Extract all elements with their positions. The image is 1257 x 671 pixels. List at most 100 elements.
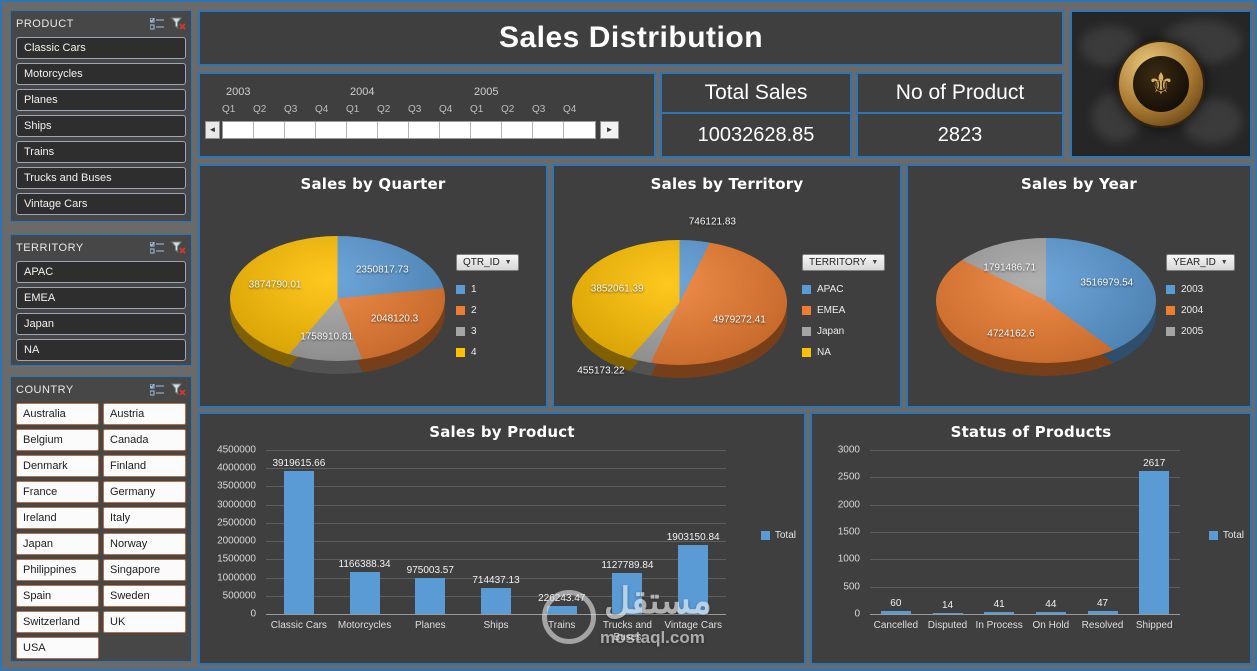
field-button-label: QTR_ID <box>463 257 500 268</box>
slicer-item-emea[interactable]: EMEA <box>16 287 186 309</box>
timeline-cell-2003-q4[interactable] <box>316 122 347 138</box>
slicer-item-trucks-and-buses[interactable]: Trucks and Buses <box>16 167 186 189</box>
country-slicer-title: COUNTRY <box>16 384 74 396</box>
gridline <box>870 559 1180 561</box>
bar-column: 1903150.84 <box>660 450 726 614</box>
legend-swatch <box>456 306 465 315</box>
legend-swatch <box>1166 285 1175 294</box>
bars: 60 14 41 44 47 2617 <box>870 450 1180 614</box>
timeline-cell-2004-q1[interactable] <box>347 122 378 138</box>
legend-swatch <box>802 285 811 294</box>
timeline-scroll-right-icon[interactable]: ► <box>600 121 619 139</box>
timeline-quarter-label: Q1 <box>346 104 360 115</box>
brand-logo: ⚜ <box>1117 40 1205 128</box>
slicer-item-japan[interactable]: Japan <box>16 313 186 335</box>
bar-value-label: 2617 <box>1143 457 1166 469</box>
pie-data-label: 3874790.01 <box>248 279 302 291</box>
x-axis-category-label: Trains <box>548 620 576 631</box>
slicer-item-belgium[interactable]: Belgium <box>16 429 99 451</box>
territory-slicer-title: TERRITORY <box>16 242 84 254</box>
slicer-item-japan[interactable]: Japan <box>16 533 99 555</box>
timeline-cell-2005-q4[interactable] <box>564 122 595 138</box>
legend-label: NA <box>817 347 831 358</box>
timeline-cell-2004-q2[interactable] <box>378 122 409 138</box>
timeline-quarter-label: Q4 <box>563 104 577 115</box>
legend-item-3: 3 <box>456 326 519 337</box>
timeline-cell-2005-q3[interactable] <box>533 122 564 138</box>
x-axis-category-label: On Hold <box>1032 620 1070 631</box>
x-axis-category-label: Resolved <box>1081 620 1124 631</box>
slicer-item-italy[interactable]: Italy <box>103 507 186 529</box>
y-axis-tick-label: 500000 <box>222 590 256 602</box>
timeline-quarters: Q1 Q2 Q3 Q4 Q1 Q2 Q3 Q4 Q1 Q2 Q3 Q4 <box>222 104 594 115</box>
territory-field-button[interactable]: TERRITORY ▼ <box>802 254 886 271</box>
year-id-field-button[interactable]: YEAR_ID ▼ <box>1166 254 1235 271</box>
timeline-cell-2004-q3[interactable] <box>409 122 440 138</box>
slicer-item-uk[interactable]: UK <box>103 611 186 633</box>
slicer-item-planes[interactable]: Planes <box>16 89 186 111</box>
legend-label: APAC <box>817 284 844 295</box>
pie-data-label: 455173.22 <box>577 365 625 377</box>
gridline <box>266 504 726 506</box>
slicer-item-ireland[interactable]: Ireland <box>16 507 99 529</box>
product-slicer-header: PRODUCT <box>16 14 186 34</box>
slicer-item-denmark[interactable]: Denmark <box>16 455 99 477</box>
sales-by-product-chart: 0 500000 1000000 1500000 2000000 2500000 30000… <box>200 414 804 663</box>
bar-column: 44 <box>1025 450 1077 614</box>
gridline <box>266 559 726 561</box>
timeline-cell-2004-q4[interactable] <box>440 122 471 138</box>
x-axis-category-label: Classic Cars <box>270 620 327 631</box>
slicer-item-na[interactable]: NA <box>16 339 186 361</box>
x-axis-category-label: Planes <box>415 620 446 631</box>
slicer-item-germany[interactable]: Germany <box>103 481 186 503</box>
y-axis-tick-label: 4500000 <box>217 444 256 456</box>
slicer-item-spain[interactable]: Spain <box>16 585 99 607</box>
slicer-item-norway[interactable]: Norway <box>103 533 186 555</box>
x-axis-category-label: Vintage Cars <box>664 620 722 631</box>
bar-column: 60 <box>870 450 922 614</box>
slicer-item-ships[interactable]: Ships <box>16 115 186 137</box>
timeline-cell-2003-q3[interactable] <box>285 122 316 138</box>
clear-filter-icon[interactable] <box>170 17 186 32</box>
slicer-item-apac[interactable]: APAC <box>16 261 186 283</box>
timeline-cell-2003-q2[interactable] <box>254 122 285 138</box>
legend-label: 2005 <box>1181 326 1204 337</box>
timeline-cell-2003-q1[interactable] <box>223 122 254 138</box>
slicer-item-canada[interactable]: Canada <box>103 429 186 451</box>
chart-title: Status of Products <box>950 423 1112 441</box>
legend-items: 2003 2004 2005 <box>1166 284 1235 337</box>
timeline-cell-2005-q1[interactable] <box>471 122 502 138</box>
timeline-scroll-left-icon[interactable]: ◄ <box>205 121 220 139</box>
legend-label: EMEA <box>817 305 846 316</box>
multi-select-icon[interactable] <box>149 241 165 256</box>
timeline-cell-2005-q2[interactable] <box>502 122 533 138</box>
timeline-quarter-label: Q2 <box>377 104 391 115</box>
slicer-item-sweden[interactable]: Sweden <box>103 585 186 607</box>
y-axis: 0 500 1000 1500 2000 2500 3000 <box>816 445 866 620</box>
slicer-item-philippines[interactable]: Philippines <box>16 559 99 581</box>
slicer-item-austria[interactable]: Austria <box>103 403 186 425</box>
slicer-item-motorcycles[interactable]: Motorcycles <box>16 63 186 85</box>
slicer-item-australia[interactable]: Australia <box>16 403 99 425</box>
slicer-item-finland[interactable]: Finland <box>103 455 186 477</box>
slicer-item-usa[interactable]: USA <box>16 637 99 659</box>
slicer-item-vintage-cars[interactable]: Vintage Cars <box>16 193 186 215</box>
slicer-item-france[interactable]: France <box>16 481 99 503</box>
bar-value-label: 41 <box>993 598 1005 610</box>
series-legend: Total <box>1208 530 1244 541</box>
timeline-year-label: 2005 <box>474 86 499 98</box>
pie-data-label: 4724162.6 <box>987 328 1035 340</box>
bar-column: 41 <box>973 450 1025 614</box>
bar-value-label: 47 <box>1096 598 1109 610</box>
multi-select-icon[interactable] <box>149 383 165 398</box>
slicer-item-trains[interactable]: Trains <box>16 141 186 163</box>
plot-area: 3919615.66 1166388.34 975003.57 714437.13 22… <box>266 450 726 615</box>
clear-filter-icon[interactable] <box>170 241 186 256</box>
slicer-item-singapore[interactable]: Singapore <box>103 559 186 581</box>
multi-select-icon[interactable] <box>149 17 165 32</box>
slicer-item-switzerland[interactable]: Switzerland <box>16 611 99 633</box>
slicer-item-classic-cars[interactable]: Classic Cars <box>16 37 186 59</box>
clear-filter-icon[interactable] <box>170 383 186 398</box>
legend-item-japan: Japan <box>802 326 885 337</box>
qtr-id-field-button[interactable]: QTR_ID ▼ <box>456 254 519 271</box>
